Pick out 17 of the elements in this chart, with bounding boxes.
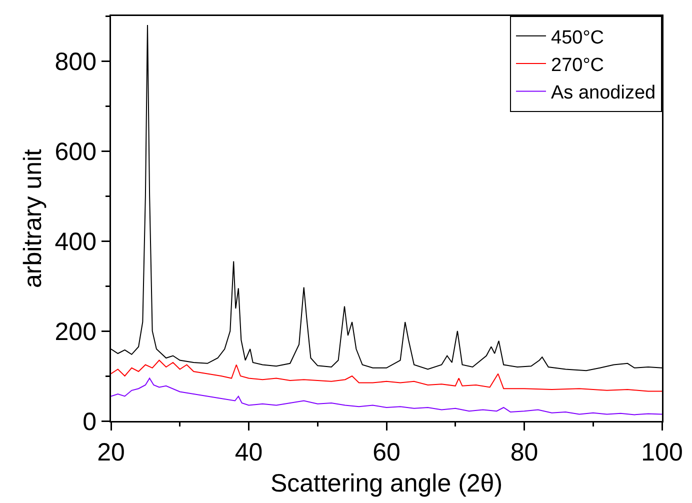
x-axis-title: Scattering angle (2θ)	[270, 469, 503, 498]
y-tick-label: 800	[54, 48, 96, 76]
legend-label: 450°C	[551, 27, 604, 48]
line-series	[111, 378, 662, 416]
x-tick-label: 100	[641, 438, 683, 466]
x-tick-label: 60	[372, 438, 400, 466]
y-axis-title: arbitrary unit	[18, 148, 47, 288]
x-tick-label: 40	[234, 438, 263, 466]
legend-label: As anodized	[551, 82, 656, 104]
line-series	[111, 360, 662, 392]
x-tick-label: 80	[510, 438, 538, 466]
y-tick-label: 200	[54, 318, 96, 346]
y-tick-label: 0	[82, 408, 96, 436]
y-tick-label: 600	[54, 138, 96, 166]
legend-label: 270°C	[551, 54, 604, 76]
x-tick-label: 20	[97, 438, 125, 466]
y-tick-label: 400	[54, 228, 96, 256]
